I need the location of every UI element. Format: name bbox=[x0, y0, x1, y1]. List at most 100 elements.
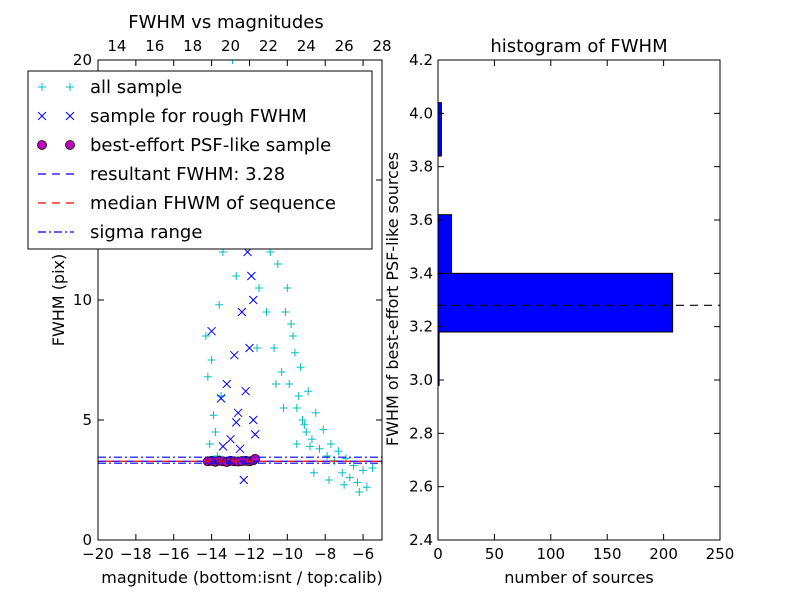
right-chart: histogram of FWHM 0 50 100 150 200 250 2.4 2.6… bbox=[383, 36, 734, 587]
legend-entry: all sample bbox=[38, 77, 182, 98]
left-chart: FWHM vs magnitudes 14 16 18 20 22 24 26 28 −20−… bbox=[27, 12, 392, 587]
point-1-13 bbox=[239, 475, 249, 485]
point-1-9 bbox=[247, 271, 256, 281]
legend-entry: best-effort PSF-like sample bbox=[37, 135, 331, 156]
x-tick-label: −16 bbox=[158, 545, 190, 563]
legend-entry: median FHWM of sequence bbox=[38, 193, 336, 214]
right-x-axis: 0 50 100 150 200 250 bbox=[433, 60, 734, 563]
left-axes-frame bbox=[97, 59, 383, 541]
point-0-15 bbox=[254, 284, 263, 292]
y-tick-label: 4.0 bbox=[409, 104, 433, 122]
x-tick-label: 200 bbox=[649, 545, 678, 563]
left-top-axis: 14 16 18 20 22 24 26 28 bbox=[107, 37, 391, 55]
right-y-axis: 2.4 2.6 2.8 3.0 3.2 3.4 3.6 3.8 4.0 4.2 bbox=[409, 51, 720, 549]
point-0-3 bbox=[211, 428, 220, 436]
point-0-31 bbox=[315, 444, 324, 453]
y-tick-label: 20 bbox=[73, 51, 92, 69]
point-1-8 bbox=[245, 343, 254, 353]
x-tick-label: −10 bbox=[272, 545, 304, 563]
point-0-17 bbox=[262, 308, 271, 316]
point-1-6 bbox=[237, 307, 247, 317]
legend-entry: sample for rough FWHM bbox=[37, 106, 307, 127]
series-sample-for-rough-FWHM bbox=[207, 247, 260, 485]
point-0-66 bbox=[340, 480, 349, 489]
point-0-28 bbox=[304, 387, 313, 396]
point-0-55 bbox=[271, 380, 280, 388]
y-tick-label: 2.8 bbox=[409, 424, 433, 442]
y-tick-label: 2.6 bbox=[409, 478, 433, 496]
point-1-14 bbox=[218, 442, 228, 451]
point-1-8-b bbox=[245, 343, 254, 353]
point-1-2 bbox=[222, 379, 232, 389]
point-0-29 bbox=[307, 435, 316, 444]
left-x-label: magnitude (bottom:isnt / top:calib) bbox=[101, 568, 382, 587]
legend-label: median FHWM of sequence bbox=[90, 193, 336, 214]
point-0-65 bbox=[324, 476, 333, 484]
point-0-32 bbox=[319, 425, 328, 434]
point-1-4-b bbox=[229, 350, 239, 360]
y-tick-label: 10 bbox=[73, 291, 92, 309]
x-tick-label: −6 bbox=[352, 545, 374, 563]
point-1-0 bbox=[207, 326, 216, 336]
point-1-16-b bbox=[248, 295, 258, 305]
point-0-44 bbox=[368, 464, 377, 472]
top-x-tick-label: 20 bbox=[221, 37, 240, 55]
point-0-23 bbox=[285, 380, 294, 388]
point-0-56 bbox=[253, 344, 262, 352]
y-tick-label: 5 bbox=[82, 411, 92, 429]
point-0-37 bbox=[338, 468, 347, 477]
right-axes-frame bbox=[437, 59, 721, 541]
top-x-tick-label: 14 bbox=[107, 37, 126, 55]
left-x-axis: −20 −18 −16 −14 −12 −10 −8 −6 bbox=[82, 60, 374, 563]
point-0-67 bbox=[355, 488, 364, 496]
point-1-12 bbox=[235, 444, 245, 454]
legend-marker-a bbox=[37, 140, 47, 150]
point-0-34 bbox=[326, 440, 335, 448]
series-best-effort-PSF-like-sample bbox=[202, 453, 261, 467]
point-0-27 bbox=[300, 420, 309, 429]
legend-marker-b bbox=[66, 83, 74, 91]
top-x-tick-label: 18 bbox=[183, 37, 202, 55]
point-0-40 bbox=[349, 461, 358, 470]
point-0-47 bbox=[290, 348, 299, 357]
point-1-7 bbox=[241, 386, 251, 396]
legend-label: best-effort PSF-like sample bbox=[90, 135, 331, 156]
point-0-46 bbox=[287, 320, 296, 328]
histogram-bar bbox=[437, 102, 442, 157]
point-0-64 bbox=[309, 468, 318, 477]
point-0-63 bbox=[292, 440, 301, 448]
point-0-24 bbox=[289, 332, 298, 340]
point-0-8 bbox=[228, 60, 237, 64]
point-1-0-b bbox=[207, 326, 216, 336]
point-0-22 bbox=[281, 308, 290, 316]
point-0-1 bbox=[203, 372, 212, 381]
point-1-3 bbox=[226, 434, 235, 444]
point-1-10 bbox=[248, 415, 258, 425]
legend-marker-b bbox=[65, 140, 75, 150]
x-tick-label: 250 bbox=[706, 545, 735, 563]
point-1-6-b bbox=[237, 307, 247, 317]
point-1-7-b bbox=[241, 386, 251, 396]
x-tick-label: 0 bbox=[433, 545, 443, 563]
point-0-2 bbox=[207, 356, 216, 364]
point-1-10-b bbox=[248, 415, 258, 425]
left-title: FWHM vs magnitudes bbox=[128, 12, 323, 33]
top-x-tick-label: 24 bbox=[297, 37, 316, 55]
point-0-20 bbox=[273, 260, 282, 268]
top-x-tick-label: 16 bbox=[145, 37, 164, 55]
legend-marker-a-b bbox=[37, 111, 47, 121]
point-0-50 bbox=[302, 428, 311, 436]
point-0-30 bbox=[311, 408, 320, 417]
x-tick-label: −20 bbox=[82, 545, 114, 563]
point-1-1 bbox=[216, 394, 226, 403]
legend: all sample sample for rough FWHM best-effo… bbox=[27, 70, 373, 250]
x-tick-label: −8 bbox=[314, 545, 336, 563]
left-y-label: FWHM (pix) bbox=[49, 254, 68, 347]
point-0-45 bbox=[283, 284, 292, 292]
histogram-bar bbox=[437, 214, 453, 274]
point-1-2-b bbox=[222, 379, 232, 389]
legend-entry: resultant FWHM: 3.28 bbox=[38, 164, 285, 185]
top-x-tick-label: 28 bbox=[372, 37, 391, 55]
x-tick-label: 100 bbox=[536, 545, 565, 563]
legend-label: resultant FWHM: 3.28 bbox=[90, 164, 285, 185]
